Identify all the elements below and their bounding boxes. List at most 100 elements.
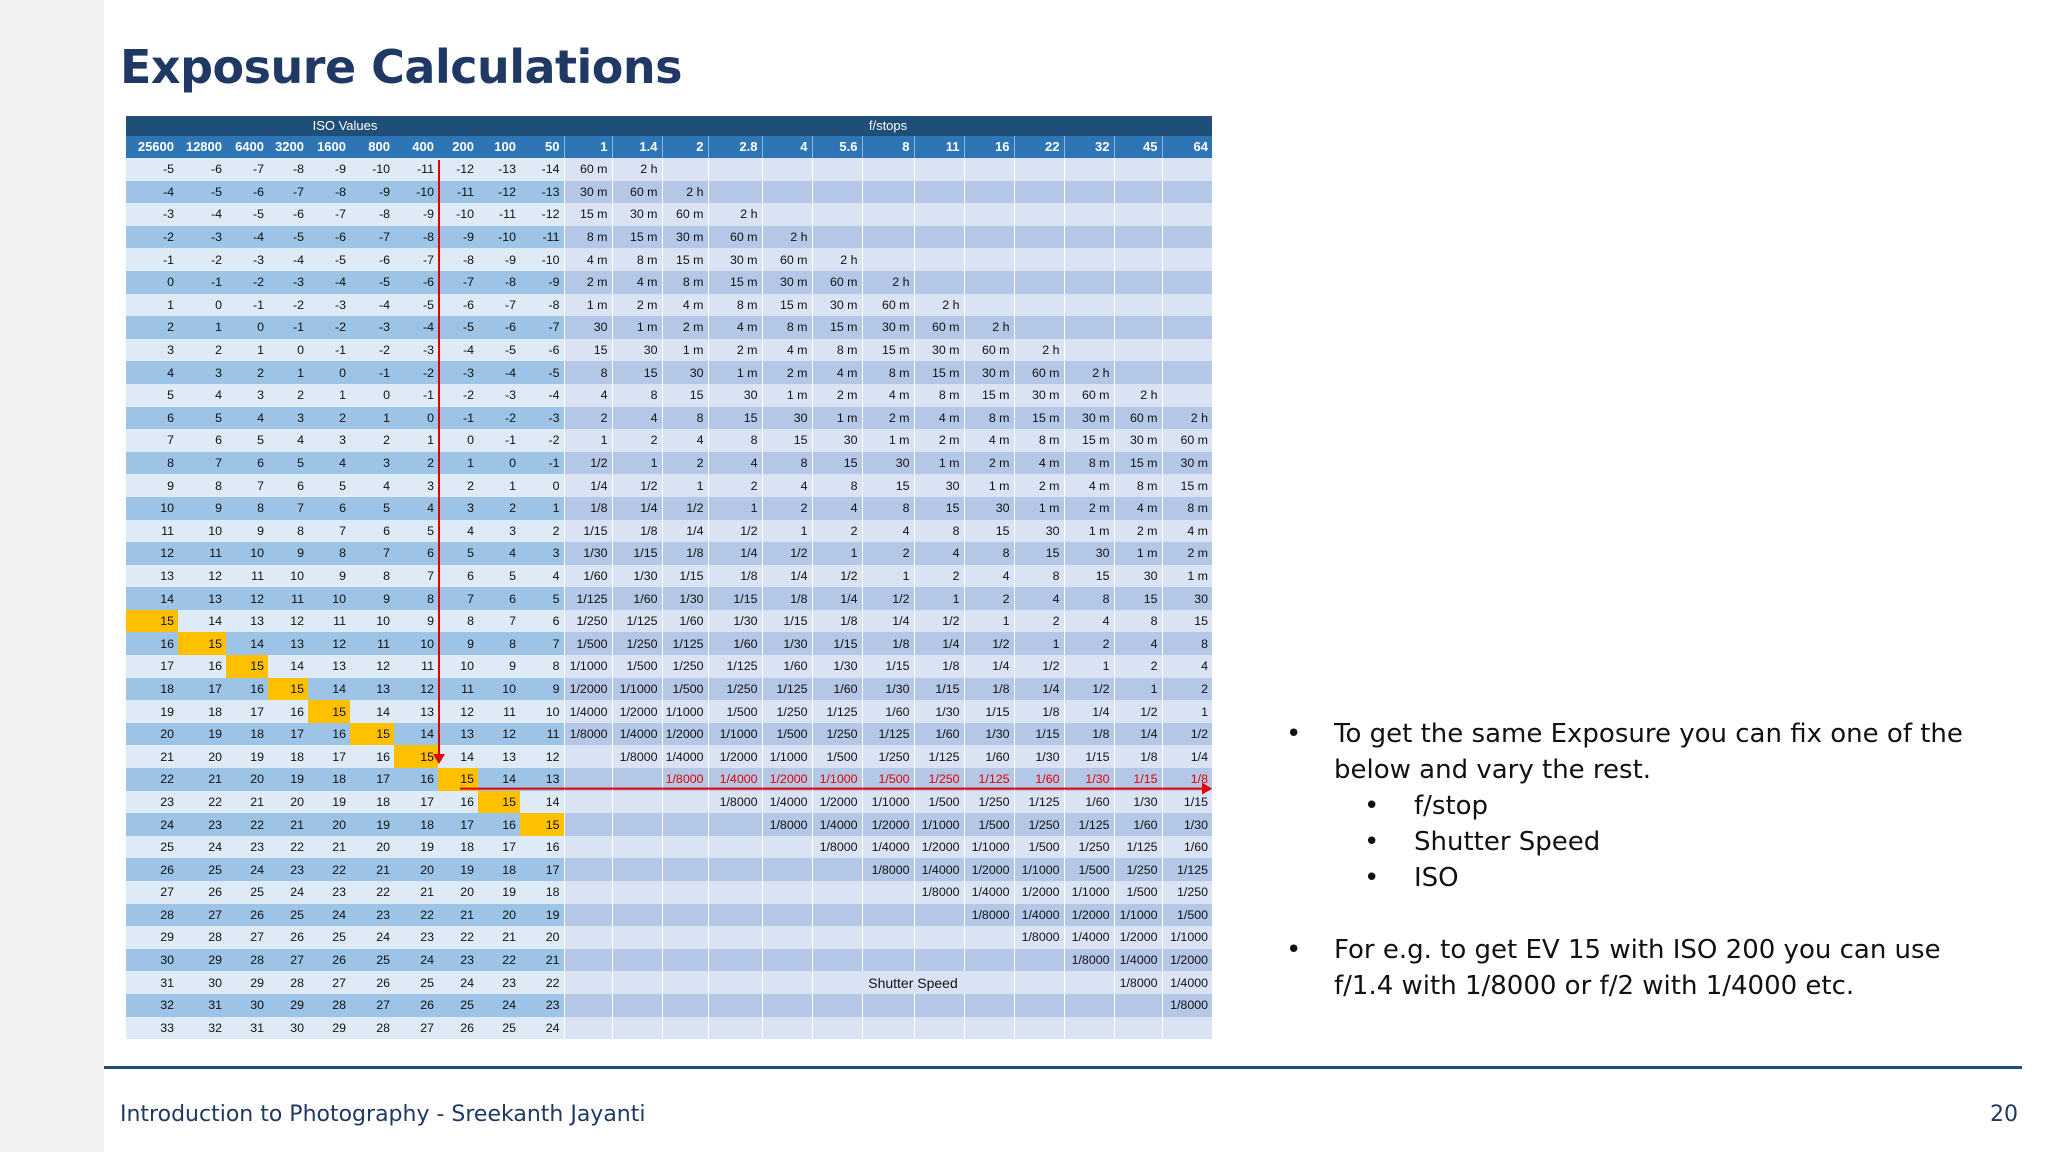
shutter-cell: 15 [661,383,708,407]
shutter-cell: 1/500 [963,813,1014,836]
shutter-cell: 1/2000 [1113,926,1162,949]
shutter-cell: 8 [861,496,914,520]
ev-cell: 24 [394,948,438,972]
ev-cell: 18 [394,813,438,836]
shutter-cell: 1/15 [1113,768,1162,791]
shutter-cell: 4 [707,451,762,475]
shutter-cell [661,993,708,1017]
ev-cell: -5 [178,180,226,204]
ev-cell: -6 [438,293,478,317]
shutter-cell: 1/2 [1013,655,1064,678]
shutter-cell: 1/30 [661,587,708,610]
ev-cell: 14 [226,632,268,656]
ev-cell: 22 [226,813,268,836]
shutter-cell [661,881,708,904]
shutter-cell: 15 m [1161,474,1212,497]
shutter-cell [861,180,914,204]
ev-cell: 17 [478,835,520,859]
shutter-cell [1013,203,1064,226]
ev-cell: 14 [308,677,350,701]
shutter-cell [913,225,964,249]
shutter-cell [811,948,862,972]
ev-cell: -11 [394,158,438,181]
shutter-cell: 1 m [611,316,662,339]
shutter-cell: 1/1000 [811,768,862,791]
shutter-cell: 30 m [963,361,1014,384]
shutter-cell: 15 m [913,361,964,384]
table-row: 21 20 19 18 17 16 15 14 13 12 1/8000 1/4000 1/2000 1/… [126,745,1212,769]
ev-cell: -5 [268,225,308,249]
ev-cell: 23 [520,993,564,1017]
shutter-cell: 60 m [913,316,964,339]
shutter-cell [913,180,964,204]
shutter-cell: 8 [963,542,1014,565]
ev-cell: 20 [126,722,178,746]
shutter-cell: 1/2000 [761,768,812,791]
ev-cell: 27 [308,971,350,994]
shutter-cell: 2 m [1161,542,1212,565]
iso-column-header: 25600 [126,136,178,158]
shutter-cell: 1/500 [1113,881,1162,904]
shutter-cell: 1/2000 [1161,948,1212,972]
shutter-cell [811,926,862,949]
shutter-cell [761,993,812,1017]
shutter-cell: 1/8 [1013,700,1064,723]
shutter-cell: 4 m [611,270,662,294]
shutter-cell [707,835,762,859]
table-row: 23 22 21 20 19 18 17 16 15 14 1/8000 1/4000 1/2000 1/… [126,790,1212,814]
ev-cell: 7 [126,429,178,452]
shutter-cell [707,948,762,972]
ev-cell: -1 [438,406,478,430]
shutter-cell: 15 m [563,203,612,226]
shutter-cell [1113,993,1162,1017]
shutter-cell: 1/2000 [963,858,1014,881]
ev-cell: -9 [394,203,438,226]
shutter-cell [707,993,762,1017]
shutter-cell: 1/4 [1013,677,1064,701]
shutter-cell: 1/60 [963,745,1014,769]
ev-cell: -13 [520,180,564,204]
ev-cell: 21 [394,881,438,904]
ev-cell: 14 [126,587,178,610]
ev-cell: 11 [394,655,438,678]
ev-cell: 25 [478,1016,520,1040]
fstop-column-header: 45 [1113,136,1162,158]
ev-cell: -12 [520,203,564,226]
shutter-cell [563,881,612,904]
ev-cell: -4 [178,203,226,226]
shutter-cell: 1/8 [1113,745,1162,769]
shutter-cell [1113,361,1162,384]
shutter-cell [1013,1016,1064,1040]
ev-cell: 15 [126,609,178,633]
shutter-cell: 2 [811,519,862,543]
shutter-cell: 1/8000 [661,768,708,791]
ev-cell: 3 [478,519,520,543]
shutter-cell: 1/2000 [707,745,762,769]
shutter-cell: 4 [1063,609,1114,633]
ev-cell: 9 [394,609,438,633]
shutter-cell: 2 m [1013,474,1064,497]
ev-cell: 22 [478,948,520,972]
ev-cell: 24 [520,1016,564,1040]
shutter-cell [1063,180,1114,204]
exposure-table: ISO Values f/stops 25600 12800 6400 3200 160… [126,116,1212,1040]
fstop-column-header: 5.6 [811,136,862,158]
ev-cell: 1 [394,429,438,452]
ev-cell: -4 [308,270,350,294]
shutter-cell [661,948,708,972]
ev-cell: 8 [394,587,438,610]
ev-cell: 23 [126,790,178,814]
ev-cell: 29 [308,1016,350,1040]
ev-cell: -4 [394,316,438,339]
shutter-cell: 2 [1161,677,1212,701]
ev-cell: 3 [438,496,478,520]
shutter-cell: 1 [707,496,762,520]
ev-cell: 14 [350,700,394,723]
ev-cell: 2 [126,316,178,339]
table-row: 32 31 30 29 28 27 26 25 24 23 1/8000 [126,993,1212,1017]
shutter-cell: 1/15 [563,519,612,543]
shutter-cell: 1 [563,429,612,452]
ev-cell: 3 [308,429,350,452]
